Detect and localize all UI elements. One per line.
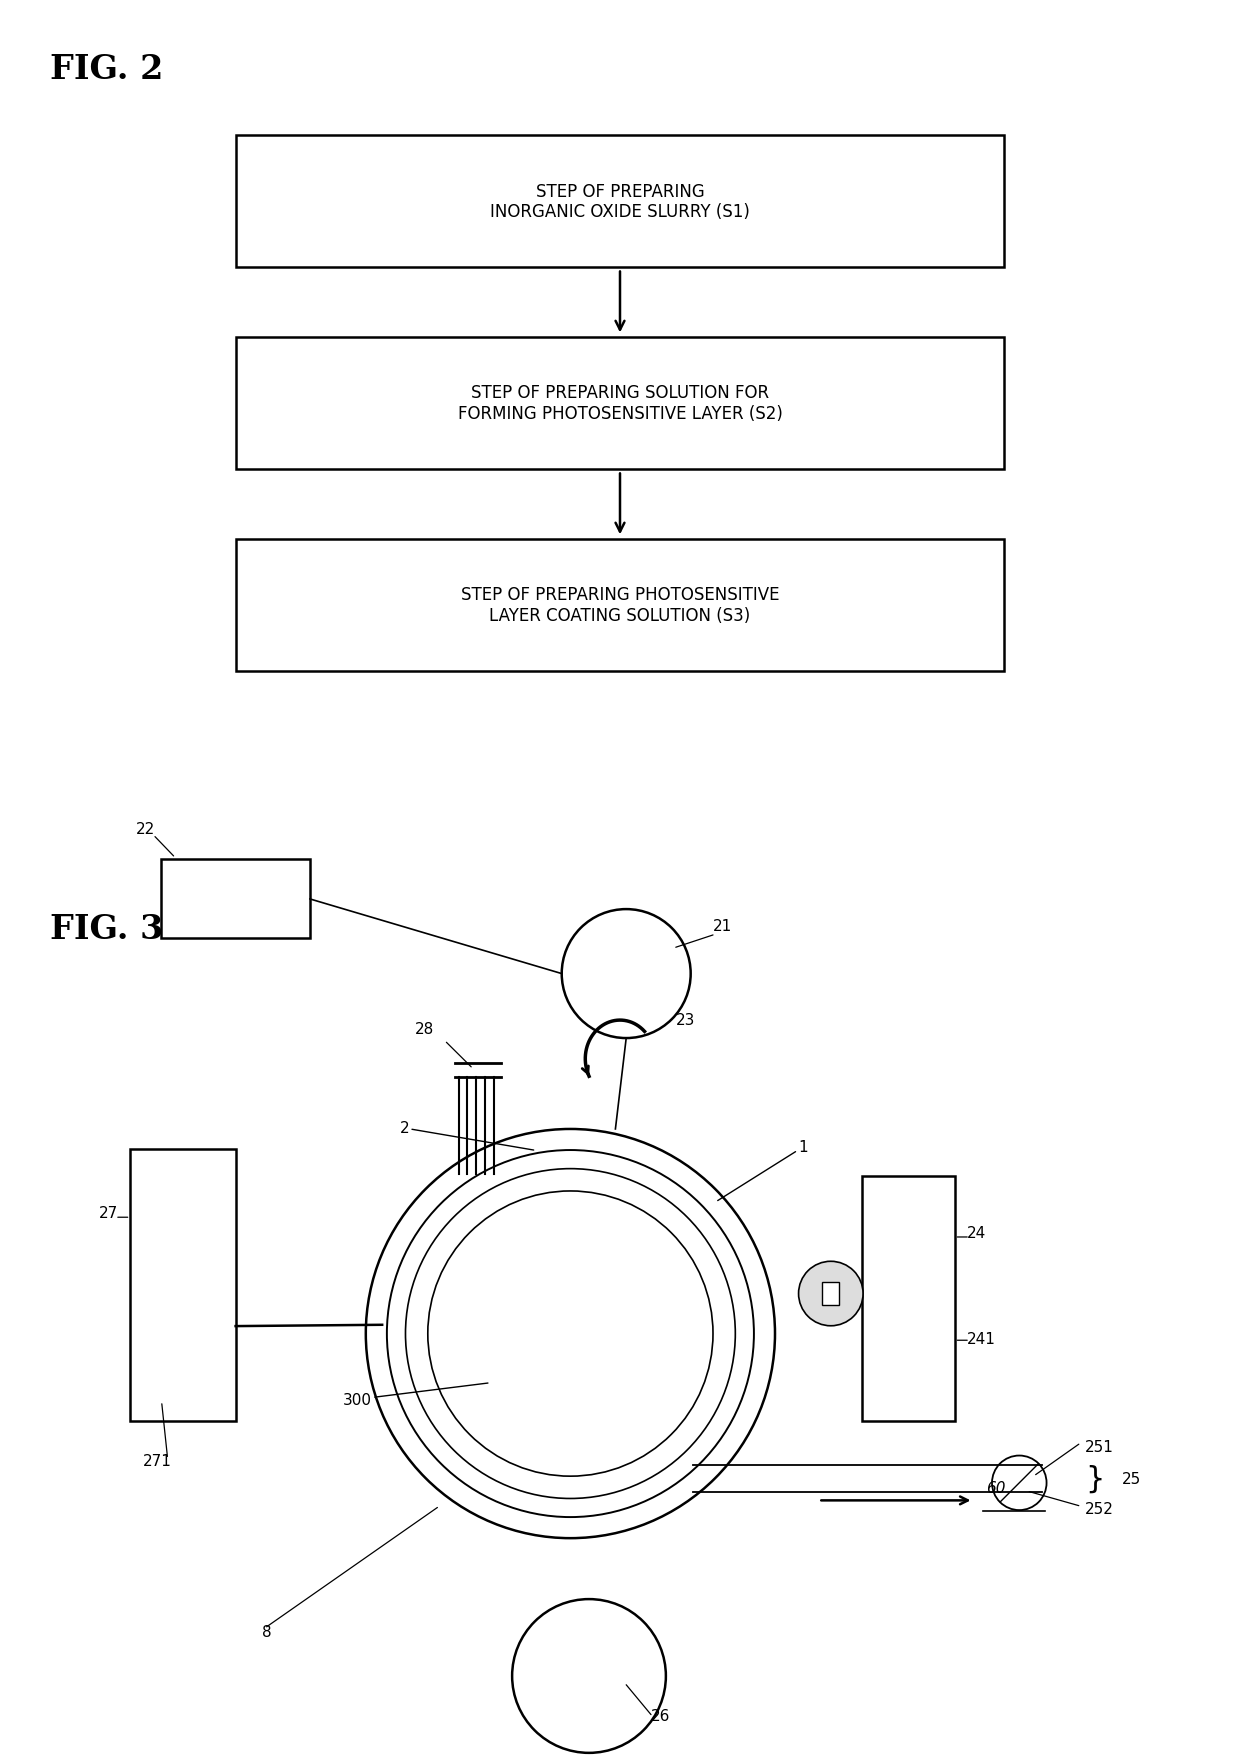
Text: 22: 22 <box>135 821 155 837</box>
Ellipse shape <box>799 1262 863 1327</box>
Text: 60: 60 <box>986 1479 1006 1495</box>
Text: 1: 1 <box>718 1139 808 1200</box>
Bar <box>236 137 1004 267</box>
Text: STEP OF PREPARING SOLUTION FOR
FORMING PHOTOSENSITIVE LAYER (S2): STEP OF PREPARING SOLUTION FOR FORMING P… <box>458 384 782 423</box>
Text: FIG. 2: FIG. 2 <box>50 53 162 86</box>
Text: FIG. 3: FIG. 3 <box>50 913 162 946</box>
Text: 24: 24 <box>967 1225 987 1241</box>
Bar <box>822 1283 839 1306</box>
Bar <box>236 541 1004 670</box>
Bar <box>236 337 1004 469</box>
Text: 252: 252 <box>1085 1501 1114 1516</box>
Text: 2: 2 <box>399 1121 533 1150</box>
Text: 23: 23 <box>676 1013 696 1027</box>
Text: 26: 26 <box>651 1708 671 1723</box>
Text: STEP OF PREPARING
INORGANIC OXIDE SLURRY (S1): STEP OF PREPARING INORGANIC OXIDE SLURRY… <box>490 183 750 221</box>
Text: 21: 21 <box>713 918 733 934</box>
Bar <box>130 1150 236 1422</box>
Text: 251: 251 <box>1085 1439 1114 1455</box>
Text: STEP OF PREPARING PHOTOSENSITIVE
LAYER COATING SOLUTION (S3): STEP OF PREPARING PHOTOSENSITIVE LAYER C… <box>461 586 779 625</box>
Text: 271: 271 <box>143 1453 171 1469</box>
Bar <box>862 1176 955 1422</box>
Text: 8: 8 <box>262 1623 272 1639</box>
Bar <box>161 860 310 939</box>
Text: }: } <box>1085 1464 1105 1494</box>
Text: 300: 300 <box>343 1383 489 1408</box>
Text: 28: 28 <box>414 1021 434 1037</box>
Text: 27: 27 <box>98 1206 118 1220</box>
Text: 241: 241 <box>967 1330 996 1346</box>
Text: 25: 25 <box>1122 1471 1142 1486</box>
